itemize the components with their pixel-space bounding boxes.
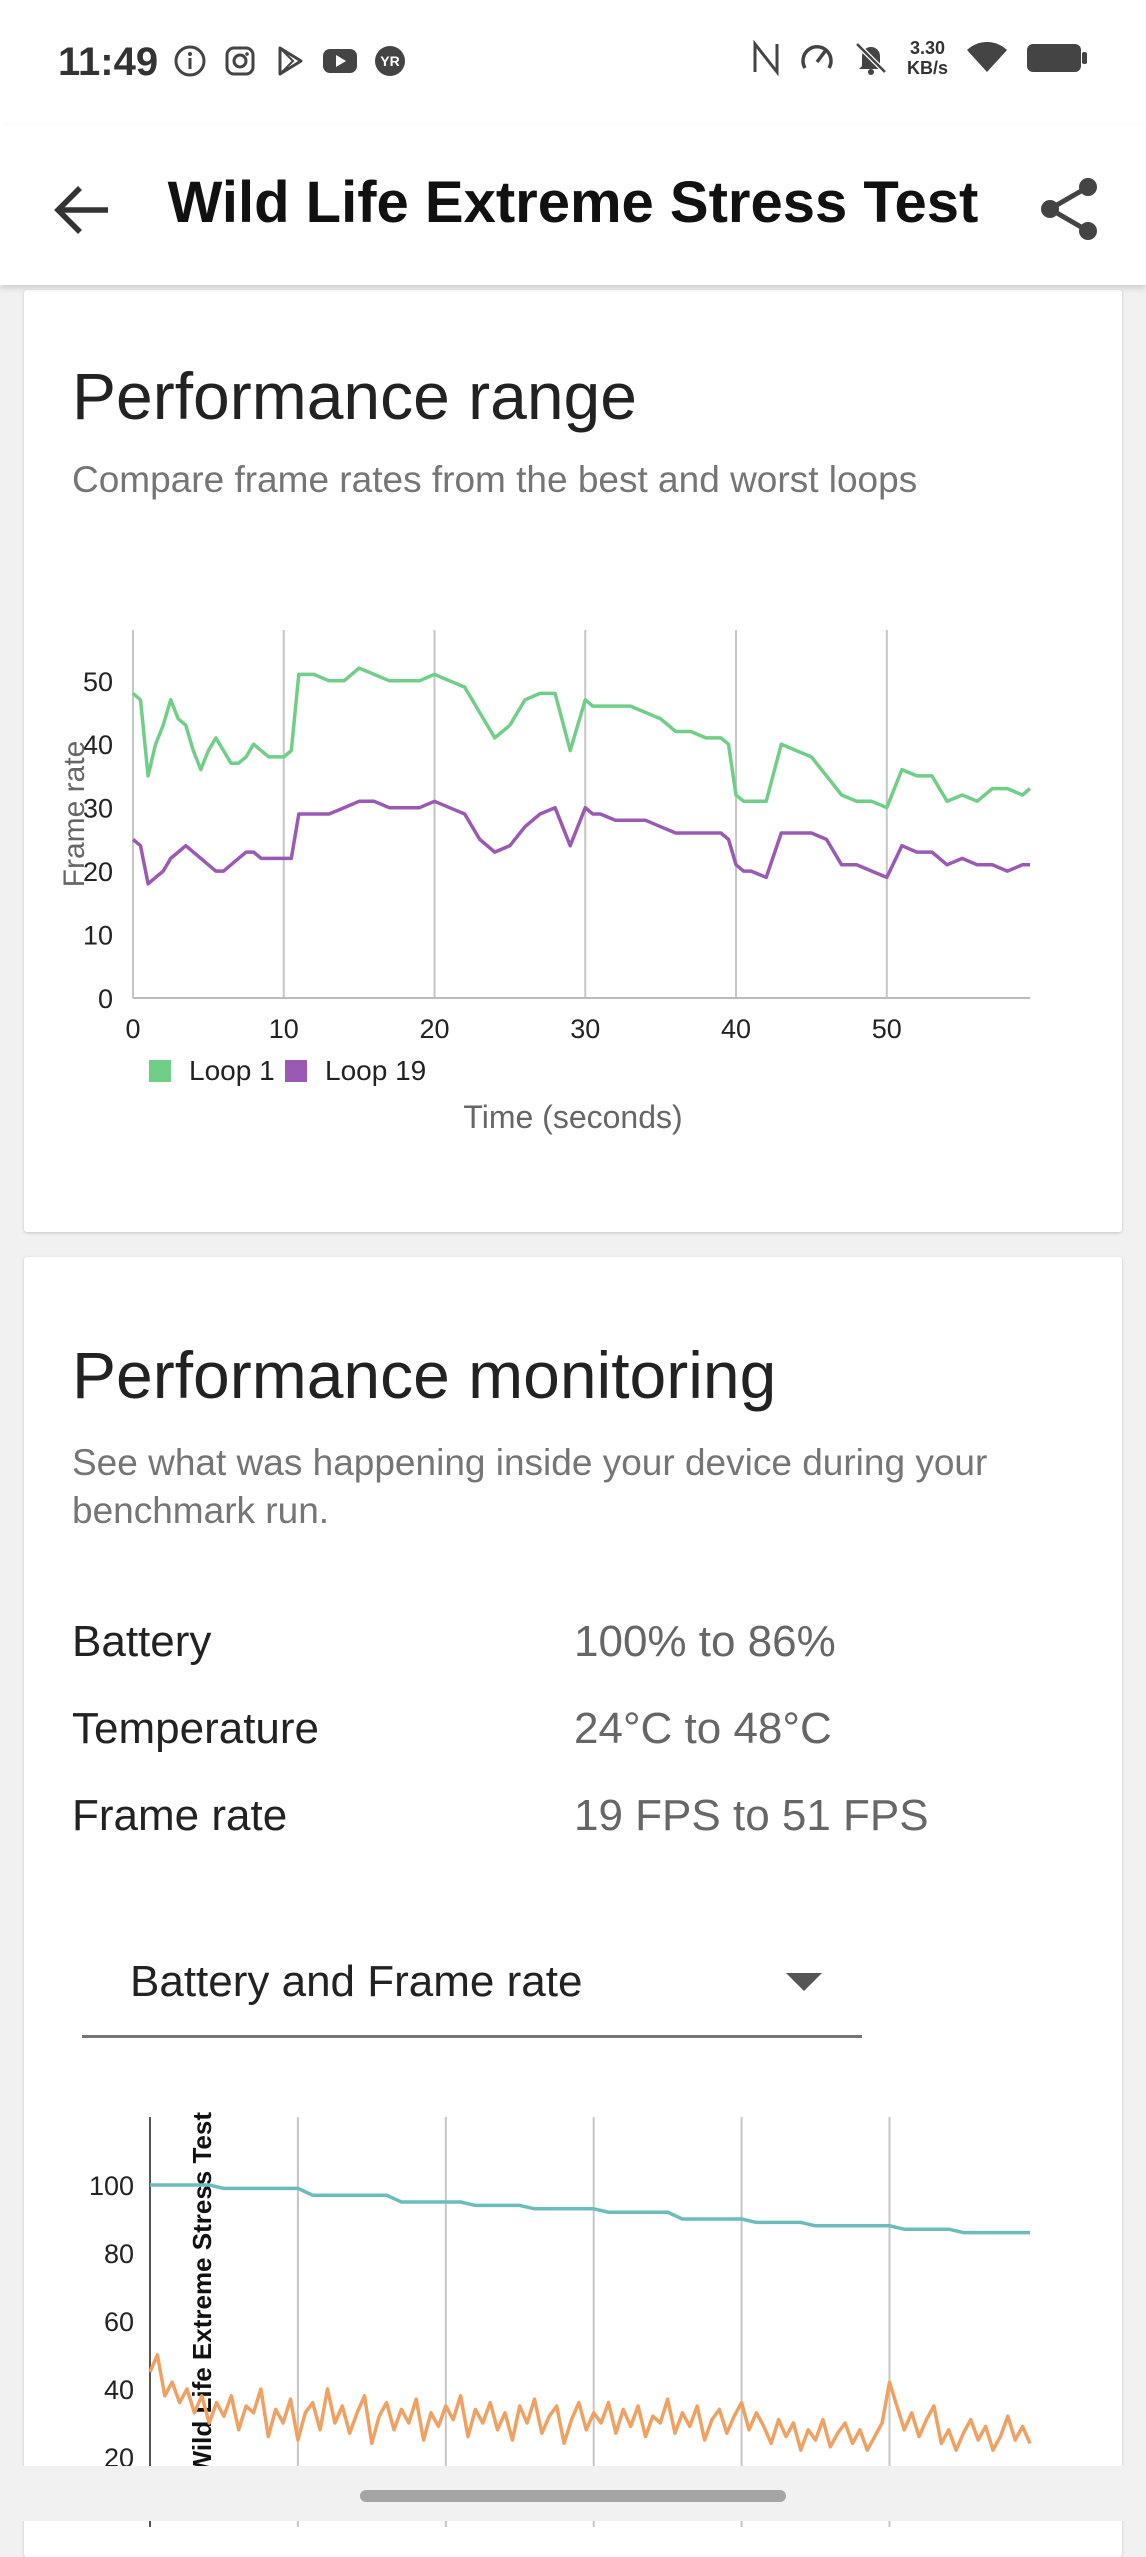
system-icons: 3.30 KB/s (751, 38, 1088, 78)
y-axis-label: Wild Life Extreme Stress Test (187, 2112, 217, 2476)
x-tick-label: 0 (125, 1014, 140, 1044)
info-icon (172, 43, 208, 79)
series-line-loop-1 (131, 666, 1032, 810)
y-tick-label: 30 (83, 794, 113, 824)
legend-label: Loop 1 (189, 1055, 275, 1086)
app-bar: Wild Life Extreme Stress Test (0, 125, 1146, 285)
y-tick-label: 80 (104, 2239, 134, 2269)
stat-label-temperature: Temperature (72, 1704, 320, 1753)
page-title: Wild Life Extreme Stress Test (167, 170, 979, 235)
stat-value-frame-rate: 19 FPS to 51 FPS (574, 1791, 929, 1840)
series-line-loop-19 (131, 799, 1030, 886)
y-tick-label: 20 (83, 857, 113, 887)
battery-line (150, 2183, 1030, 2235)
metric-dropdown[interactable]: Battery and Frame rate (82, 1927, 862, 2038)
dropdown-selected-value: Battery and Frame rate (130, 1957, 583, 2006)
youtube-icon (322, 43, 358, 79)
y-axis-label: Frame rate (58, 741, 91, 888)
notification-icons: YR (172, 43, 408, 79)
back-button[interactable] (48, 175, 118, 245)
stat-label-frame-rate: Frame rate (72, 1791, 288, 1840)
svg-text:YR: YR (380, 53, 399, 69)
y-tick-label: 0 (98, 984, 113, 1014)
x-tick-label: 20 (419, 1014, 449, 1044)
x-tick-label: 10 (269, 1014, 299, 1044)
nfc-icon (753, 40, 779, 76)
status-bar: 11:49 YR 3.30 KB/s (0, 0, 1146, 125)
performance-range-subtitle: Compare frame rates from the best and wo… (72, 459, 918, 500)
speedometer-icon (801, 45, 833, 69)
instagram-icon (222, 43, 258, 79)
y-tick-label: 50 (83, 667, 113, 697)
status-time: 11:49 (58, 40, 159, 84)
chevron-down-icon (786, 1973, 822, 1991)
frame-rate-chart: 0 10 20 30 40 50 0 10 20 30 40 50 Frame rate Loop 1 Lo… (58, 630, 1032, 1135)
frame-rate-line (148, 2353, 1032, 2452)
y-tick-label: 40 (104, 2375, 134, 2405)
stat-value-battery: 100% to 86% (574, 1617, 836, 1666)
share-button[interactable] (1034, 173, 1106, 245)
performance-range-title: Performance range (72, 359, 637, 433)
x-tick-label: 40 (721, 1014, 751, 1044)
performance-range-card: Performance range Compare frame rates fr… (24, 290, 1122, 1232)
bell-off-icon (855, 42, 887, 75)
legend-swatch (285, 1060, 307, 1082)
performance-monitoring-title: Performance monitoring (72, 1338, 777, 1412)
legend-swatch (149, 1060, 171, 1082)
arrow-left-icon (54, 186, 108, 234)
y-tick-label: 60 (104, 2307, 134, 2337)
home-gesture-handle[interactable] (360, 2490, 786, 2502)
yr-icon: YR (372, 43, 408, 79)
y-tick-label: 40 (83, 730, 113, 760)
y-tick-label: 100 (89, 2171, 134, 2201)
battery-icon (1027, 44, 1087, 72)
performance-monitoring-subtitle: See what was happening inside your devic… (72, 1442, 988, 1531)
x-axis-label: Time (seconds) (463, 1099, 682, 1135)
stat-value-temperature: 24°C to 48°C (574, 1704, 832, 1753)
performance-monitoring-card: Performance monitoring See what was happ… (24, 1257, 1122, 2557)
navigation-bar (0, 2466, 1146, 2521)
x-tick-label: 50 (872, 1014, 902, 1044)
wifi-icon (967, 42, 1007, 72)
y-tick-label: 10 (83, 921, 113, 951)
network-speed: 3.30 KB/s (906, 38, 948, 78)
legend-label: Loop 19 (325, 1055, 426, 1086)
stat-label-battery: Battery (72, 1617, 212, 1666)
x-tick-label: 30 (570, 1014, 600, 1044)
play-store-icon (272, 43, 308, 79)
share-icon (1041, 178, 1097, 240)
